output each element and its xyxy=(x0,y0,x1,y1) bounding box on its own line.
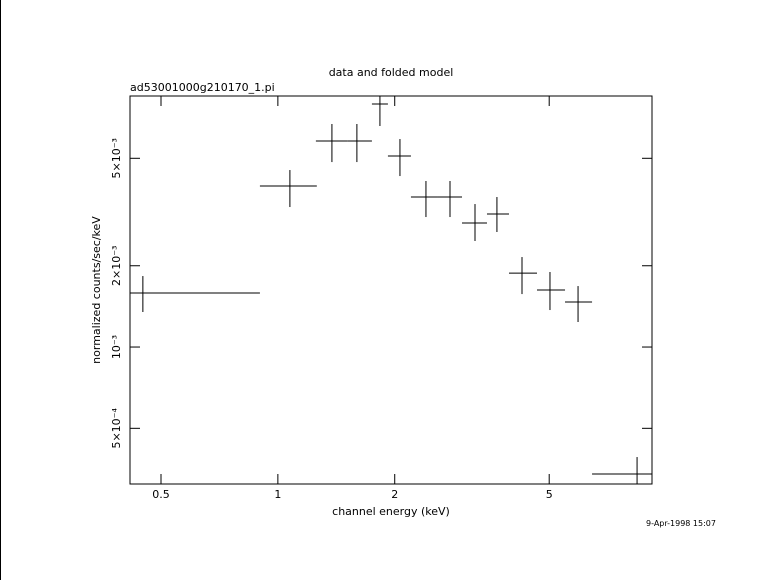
x-tick-label: 2 xyxy=(391,488,398,501)
x-tick-label: 5 xyxy=(546,488,553,501)
chart-subtitle: ad53001000g210170_1.pi xyxy=(130,81,275,94)
y-tick-label: 5×10⁻³ xyxy=(110,138,123,178)
y-axis-label: normalized counts/sec/keV xyxy=(90,216,103,364)
x-tick-label: 1 xyxy=(274,488,281,501)
x-axis-label: channel energy (keV) xyxy=(332,505,450,518)
y-tick-label: 5×10⁻⁴ xyxy=(110,408,123,449)
chart-title: data and folded model xyxy=(329,66,454,79)
x-tick-label: 0.5 xyxy=(152,488,170,501)
timestamp: 9-Apr-1998 15:07 xyxy=(646,519,716,528)
plot-frame xyxy=(129,95,653,485)
y-tick-label: 10⁻³ xyxy=(110,335,123,359)
y-tick-label: 2×10⁻³ xyxy=(110,246,123,286)
data-layer xyxy=(130,96,652,484)
